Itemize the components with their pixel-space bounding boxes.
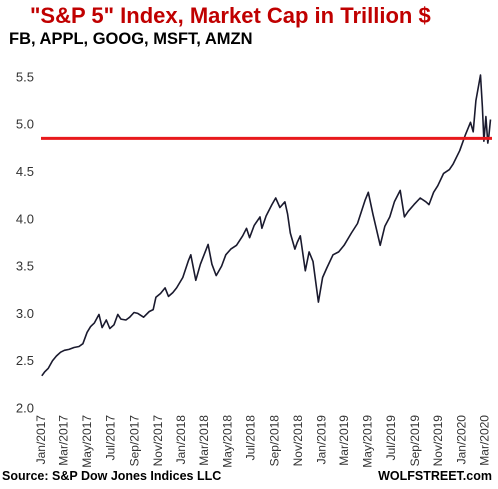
x-tick-label: Nov/2018 [291, 415, 305, 467]
x-tick-label: Jul/2019 [384, 415, 398, 461]
x-tick-label: Mar/2017 [57, 415, 71, 466]
y-tick-label: 2.0 [16, 401, 34, 416]
y-tick-label: 3.0 [16, 306, 34, 321]
x-tick-label: Nov/2019 [431, 415, 445, 467]
y-tick-label: 4.5 [16, 164, 34, 179]
brand-logo-text: WOLFSTREET.com [378, 469, 492, 483]
x-tick-label: Sep/2017 [127, 415, 141, 467]
series-line [41, 74, 492, 377]
source-note: Source: S&P Dow Jones Indices LLC [2, 469, 222, 483]
x-tick-label: Mar/2019 [337, 415, 351, 466]
x-tick-label: Jan/2018 [174, 415, 188, 465]
x-tick-label: May/2019 [361, 415, 375, 468]
x-tick-label: Jan/2017 [34, 415, 48, 465]
x-tick-label: May/2018 [220, 415, 234, 468]
x-tick-label: Jul/2018 [244, 415, 258, 461]
x-tick-label: May/2017 [80, 415, 94, 468]
chart-subtitle: FB, APPL, GOOG, MSFT, AMZN [9, 30, 253, 48]
x-tick-label: Mar/2020 [478, 415, 492, 466]
x-tick-label: Sep/2018 [268, 415, 282, 467]
x-tick-label: Mar/2018 [197, 415, 211, 466]
chart-title: "S&P 5" Index, Market Cap in Trillion $ [30, 3, 431, 28]
y-tick-label: 5.5 [16, 69, 34, 84]
x-tick-label: Jan/2020 [455, 415, 469, 465]
y-tick-label: 3.5 [16, 259, 34, 274]
x-tick-label: Jan/2019 [314, 415, 328, 465]
x-tick-label: Jul/2017 [104, 415, 118, 461]
y-tick-label: 4.0 [16, 211, 34, 226]
x-tick-label: Sep/2019 [408, 415, 422, 467]
x-tick-label: Nov/2017 [151, 415, 165, 467]
y-tick-label: 5.0 [16, 117, 34, 132]
y-tick-label: 2.5 [16, 353, 34, 368]
